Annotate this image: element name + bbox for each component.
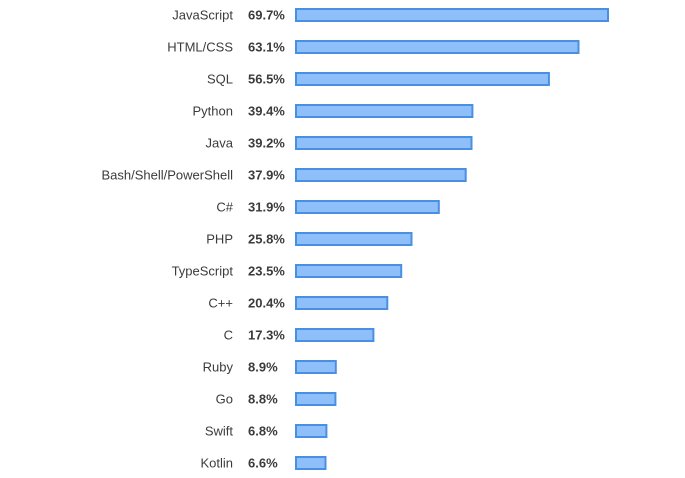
- value-label: 6.8%: [248, 424, 278, 439]
- bar: [295, 296, 389, 310]
- bar: [295, 136, 473, 150]
- bar: [295, 264, 403, 278]
- value-label: 8.8%: [248, 392, 278, 407]
- category-label: SQL: [207, 72, 233, 87]
- value-label: 20.4%: [248, 296, 285, 311]
- bar-row: Ruby 8.9%: [203, 360, 337, 375]
- value-label: 69.7%: [248, 8, 285, 23]
- category-label: C: [224, 328, 233, 343]
- category-label: Kotlin: [200, 456, 233, 471]
- bar-row: JavaScript 69.7%: [172, 8, 609, 23]
- value-label: 63.1%: [248, 40, 285, 55]
- bar-row: Bash/Shell/PowerShell 37.9%: [101, 168, 467, 183]
- value-label: 8.9%: [248, 360, 278, 375]
- chart-rows: JavaScript 69.7% HTML/CSS 63.1% SQL 56.5% Pyth…: [101, 8, 609, 471]
- bar-row: C# 31.9%: [216, 200, 440, 215]
- bar-row: Java 39.2%: [206, 136, 473, 151]
- bar-row: SQL 56.5%: [207, 72, 550, 87]
- bar: [295, 424, 328, 438]
- category-label: C++: [208, 296, 233, 311]
- bar-row: TypeScript 23.5%: [172, 264, 403, 279]
- bar-row: Swift 6.8%: [205, 424, 328, 439]
- category-label: PHP: [206, 232, 233, 247]
- category-label: TypeScript: [172, 264, 234, 279]
- value-label: 25.8%: [248, 232, 285, 247]
- value-label: 23.5%: [248, 264, 285, 279]
- bar-row: HTML/CSS 63.1%: [167, 40, 580, 55]
- bar: [295, 456, 327, 470]
- category-label: Python: [193, 104, 233, 119]
- value-label: 6.6%: [248, 456, 278, 471]
- bar: [295, 104, 474, 118]
- bar: [295, 8, 609, 22]
- bar: [295, 392, 337, 406]
- bar: [295, 328, 375, 342]
- bar-row: PHP 25.8%: [206, 232, 413, 247]
- value-label: 39.4%: [248, 104, 285, 119]
- category-label: Bash/Shell/PowerShell: [101, 168, 233, 183]
- bar: [295, 232, 413, 246]
- bar: [295, 168, 467, 182]
- value-label: 17.3%: [248, 328, 285, 343]
- value-label: 37.9%: [248, 168, 285, 183]
- bar: [295, 40, 580, 54]
- category-label: Ruby: [203, 360, 234, 375]
- category-label: Java: [206, 136, 234, 151]
- bar-row: Go 8.8%: [216, 392, 337, 407]
- category-label: Go: [216, 392, 233, 407]
- category-label: HTML/CSS: [167, 40, 233, 55]
- bar: [295, 360, 337, 374]
- bar-row: Kotlin 6.6%: [200, 456, 327, 471]
- category-label: C#: [216, 200, 233, 215]
- bar-row: C 17.3%: [224, 328, 375, 343]
- value-label: 39.2%: [248, 136, 285, 151]
- bar-row: Python 39.4%: [193, 104, 474, 119]
- value-label: 31.9%: [248, 200, 285, 215]
- bar: [295, 200, 440, 214]
- bar-row: C++ 20.4%: [208, 296, 389, 311]
- category-label: Swift: [205, 424, 234, 439]
- bar: [295, 72, 550, 86]
- category-label: JavaScript: [172, 8, 233, 23]
- value-label: 56.5%: [248, 72, 285, 87]
